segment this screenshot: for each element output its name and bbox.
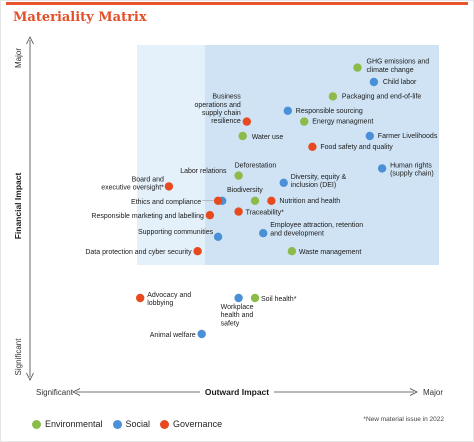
legend-dot-environmental (32, 419, 41, 429)
point-label-social-6: Employee attraction, retention and develo… (270, 222, 363, 237)
legend-dot-governance (160, 419, 170, 429)
zone-very-high (205, 45, 439, 265)
footnote: *New material issue in 2022 (363, 416, 444, 423)
point-label-environmental-5: Biodiversity (227, 187, 263, 194)
legend-dot-social (112, 419, 122, 429)
point-environmental-3 (238, 131, 247, 141)
point-label-governance-0: Business operations and supply chain resili… (194, 94, 241, 126)
point-label-environmental-1: Packaging and end-of-life (342, 93, 421, 100)
point-environmental-4 (234, 171, 243, 180)
point-social-2 (365, 131, 374, 141)
point-governance-2 (164, 182, 174, 191)
legend-item-governance: Governance (160, 419, 222, 429)
point-governance-7 (193, 247, 202, 256)
point-social-8 (234, 293, 243, 303)
point-label-environmental-3: Water use (252, 134, 284, 141)
point-label-social-3: Human rights (supply chain) (390, 162, 434, 177)
point-governance-3 (213, 196, 223, 205)
point-social-9 (197, 329, 206, 339)
point-label-social-5: Labor relations (180, 168, 227, 175)
point-environmental-7 (250, 293, 260, 303)
point-environmental-2 (300, 117, 309, 126)
point-social-4 (279, 178, 288, 187)
chart-title: Materiality Matrix (13, 10, 147, 25)
point-social-0 (369, 77, 379, 87)
point-label-governance-1: Food safety and quality (320, 144, 393, 151)
point-label-social-4: Diversity, equity & inclusion (DEI) (291, 174, 347, 189)
point-label-governance-3: Ethics and compliance (131, 199, 201, 206)
point-environmental-6 (287, 247, 297, 256)
point-label-governance-2: Board and executive oversight* (101, 176, 164, 191)
legend-item-social: Social (112, 419, 151, 429)
point-social-6 (259, 229, 268, 238)
point-label-social-7: Supporting communities (138, 229, 214, 236)
x-axis-arrow-right (409, 388, 418, 396)
point-label-environmental-7: Soil health* (261, 296, 297, 303)
point-governance-0 (242, 117, 251, 126)
point-governance-5 (234, 207, 243, 216)
x-axis-title: Outward Impact (205, 387, 269, 397)
point-label-governance-8: Advocacy and lobbying (147, 292, 191, 307)
point-governance-6 (205, 211, 215, 220)
point-social-1 (283, 106, 292, 116)
y-axis-arrow (26, 36, 34, 45)
legend-label-social: Social (125, 419, 151, 429)
legend: Environmental Social Governance (32, 419, 232, 429)
y-tick-major: Major (14, 48, 23, 68)
x-axis-arrow-left (72, 388, 81, 396)
x-tick-major: Major (423, 388, 443, 397)
point-social-7 (213, 232, 223, 241)
point-environmental-5 (250, 196, 260, 205)
point-label-social-9: Animal welfare (150, 332, 196, 339)
point-label-environmental-4: Deforestation (235, 163, 277, 170)
point-label-social-1: Responsible sourcing (296, 108, 363, 115)
point-label-environmental-0: GHG emissions and climate change (367, 59, 430, 74)
x-tick-significant: Significant (36, 388, 74, 397)
point-governance-8 (136, 293, 145, 303)
point-label-environmental-6: Waste management (299, 249, 361, 256)
point-label-environmental-2: Energy managment (312, 119, 373, 126)
accent-bar (6, 2, 468, 5)
legend-label-environmental: Environmental (45, 419, 103, 429)
point-label-social-0: Child labor (383, 79, 417, 86)
y-axis-arrow-bottom (26, 372, 34, 381)
y-axis-title: Financial Impact (13, 173, 23, 240)
point-label-social-8: Workplace health and safety (221, 304, 254, 327)
y-tick-significant: Significant (14, 338, 23, 376)
point-label-governance-6: Responsible marketing and labelling (91, 213, 204, 220)
point-social-3 (377, 164, 387, 173)
point-label-social-2: Farmer Livelihoods (378, 133, 438, 140)
point-label-governance-4: Nutrition and health (279, 198, 340, 205)
point-environmental-1 (328, 92, 338, 101)
point-governance-4 (267, 196, 276, 205)
legend-item-environmental: Environmental (32, 419, 103, 429)
legend-label-governance: Governance (173, 419, 223, 429)
point-governance-1 (308, 142, 317, 151)
point-environmental-0 (353, 63, 362, 72)
point-label-governance-7: Data protection and cyber security (85, 249, 192, 256)
point-label-governance-5: Traceability* (246, 210, 285, 217)
